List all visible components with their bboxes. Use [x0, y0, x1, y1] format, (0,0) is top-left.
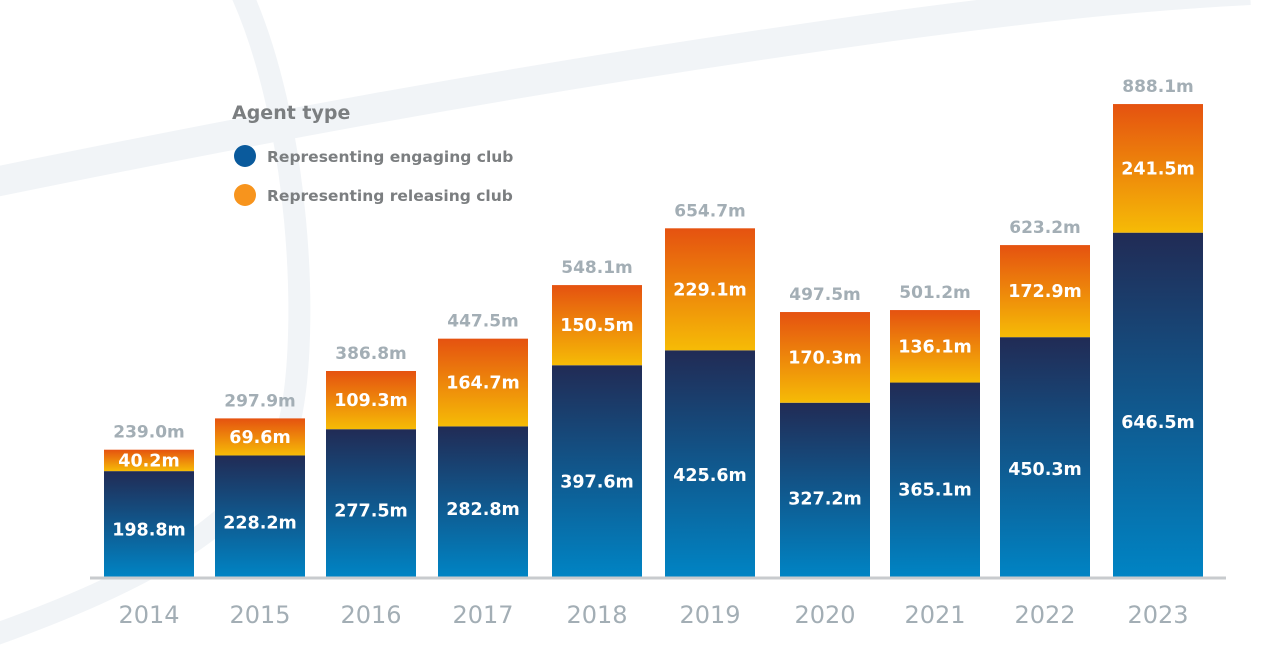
label-releasing-2020: 170.3m — [788, 348, 862, 368]
label-total-2019: 654.7m — [674, 201, 746, 221]
x-tick-2021: 2021 — [904, 601, 965, 629]
bar-group-2016: 277.5m 109.3m 386.8m — [326, 344, 416, 577]
legend: Agent type Representing engaging club Re… — [232, 102, 513, 206]
bar-releasing-2014 — [104, 449, 194, 472]
bar-releasing-2020 — [780, 312, 870, 403]
label-releasing-2019: 229.1m — [673, 280, 747, 300]
label-engaging-2021: 365.1m — [898, 480, 972, 500]
label-releasing-2016: 109.3m — [334, 391, 408, 411]
x-tick-2016: 2016 — [340, 601, 401, 629]
bar-group-2017: 282.8m 164.7m 447.5m — [438, 312, 528, 577]
legend-swatch-releasing — [234, 184, 256, 206]
label-releasing-2021: 136.1m — [898, 337, 972, 357]
label-total-2015: 297.9m — [224, 391, 296, 411]
x-tick-2018: 2018 — [566, 601, 627, 629]
x-tick-2017: 2017 — [452, 601, 513, 629]
label-releasing-2018: 150.5m — [560, 316, 634, 336]
x-tick-2020: 2020 — [794, 601, 855, 629]
bar-group-2015: 228.2m 69.6m 297.9m — [215, 391, 305, 577]
label-releasing-2023: 241.5m — [1121, 159, 1195, 179]
bar-engaging-2019 — [665, 350, 755, 577]
bar-engaging-2023 — [1113, 232, 1203, 577]
x-tick-2023: 2023 — [1127, 601, 1188, 629]
bar-engaging-2018 — [552, 365, 642, 577]
bar-releasing-2015 — [215, 418, 305, 456]
x-tick-2015: 2015 — [229, 601, 290, 629]
label-engaging-2015: 228.2m — [223, 513, 297, 533]
bar-releasing-2019 — [665, 228, 755, 351]
bar-releasing-2018 — [552, 285, 642, 366]
bars-group: 198.8m 40.2m 239.0m 228.2m 69.6m 297.9m 277.5m… — [104, 77, 1203, 577]
label-engaging-2017: 282.8m — [446, 500, 520, 520]
label-total-2014: 239.0m — [113, 423, 185, 443]
label-total-2017: 447.5m — [447, 312, 519, 332]
bar-engaging-2022 — [1000, 337, 1090, 577]
bar-engaging-2014 — [104, 471, 194, 577]
bar-releasing-2023 — [1113, 104, 1203, 233]
legend-swatch-engaging — [234, 145, 256, 167]
bar-group-2020: 327.2m 170.3m 497.5m — [780, 285, 870, 577]
bar-releasing-2016 — [326, 370, 416, 430]
label-total-2020: 497.5m — [789, 285, 861, 305]
bar-engaging-2015 — [215, 455, 305, 577]
label-releasing-2022: 172.9m — [1008, 282, 1082, 302]
x-tick-2019: 2019 — [679, 601, 740, 629]
label-releasing-2015: 69.6m — [229, 428, 290, 448]
bar-engaging-2021 — [890, 382, 980, 577]
label-engaging-2023: 646.5m — [1121, 413, 1195, 433]
background-arc-diagonal — [0, 0, 1251, 197]
bar-group-2014: 198.8m 40.2m 239.0m — [104, 423, 194, 577]
bar-engaging-2017 — [438, 426, 528, 577]
legend-label-engaging: Representing engaging club — [267, 148, 513, 166]
label-engaging-2016: 277.5m — [334, 501, 408, 521]
x-tick-2022: 2022 — [1014, 601, 1075, 629]
label-total-2018: 548.1m — [561, 258, 633, 278]
label-releasing-2017: 164.7m — [446, 374, 520, 394]
bar-group-2023: 646.5m 241.5m 888.1m — [1113, 77, 1203, 577]
label-releasing-2014: 40.2m — [118, 451, 179, 471]
label-engaging-2014: 198.8m — [112, 520, 186, 540]
label-total-2016: 386.8m — [335, 344, 407, 364]
bar-releasing-2022 — [1000, 245, 1090, 338]
bar-group-2018: 397.6m 150.5m 548.1m — [552, 258, 642, 577]
legend-title: Agent type — [232, 102, 350, 124]
label-engaging-2019: 425.6m — [673, 466, 747, 486]
bar-engaging-2016 — [326, 429, 416, 577]
x-tick-2014: 2014 — [118, 601, 179, 629]
label-total-2023: 888.1m — [1122, 77, 1194, 97]
label-total-2021: 501.2m — [899, 283, 971, 303]
x-axis-ticks: 2014 2015 2016 2017 2018 2019 2020 2021 2022 2023 — [118, 601, 1188, 629]
label-engaging-2020: 327.2m — [788, 490, 862, 510]
label-engaging-2018: 397.6m — [560, 473, 634, 493]
label-engaging-2022: 450.3m — [1008, 460, 1082, 480]
legend-label-releasing: Representing releasing club — [267, 187, 513, 205]
bar-group-2022: 450.3m 172.9m 623.2m — [1000, 218, 1090, 577]
bar-releasing-2017 — [438, 338, 528, 427]
bar-group-2019: 425.6m 229.1m 654.7m — [665, 201, 755, 577]
bar-releasing-2021 — [890, 310, 980, 383]
label-total-2022: 623.2m — [1009, 218, 1081, 238]
bar-engaging-2020 — [780, 402, 870, 577]
bar-group-2021: 365.1m 136.1m 501.2m — [890, 283, 980, 577]
